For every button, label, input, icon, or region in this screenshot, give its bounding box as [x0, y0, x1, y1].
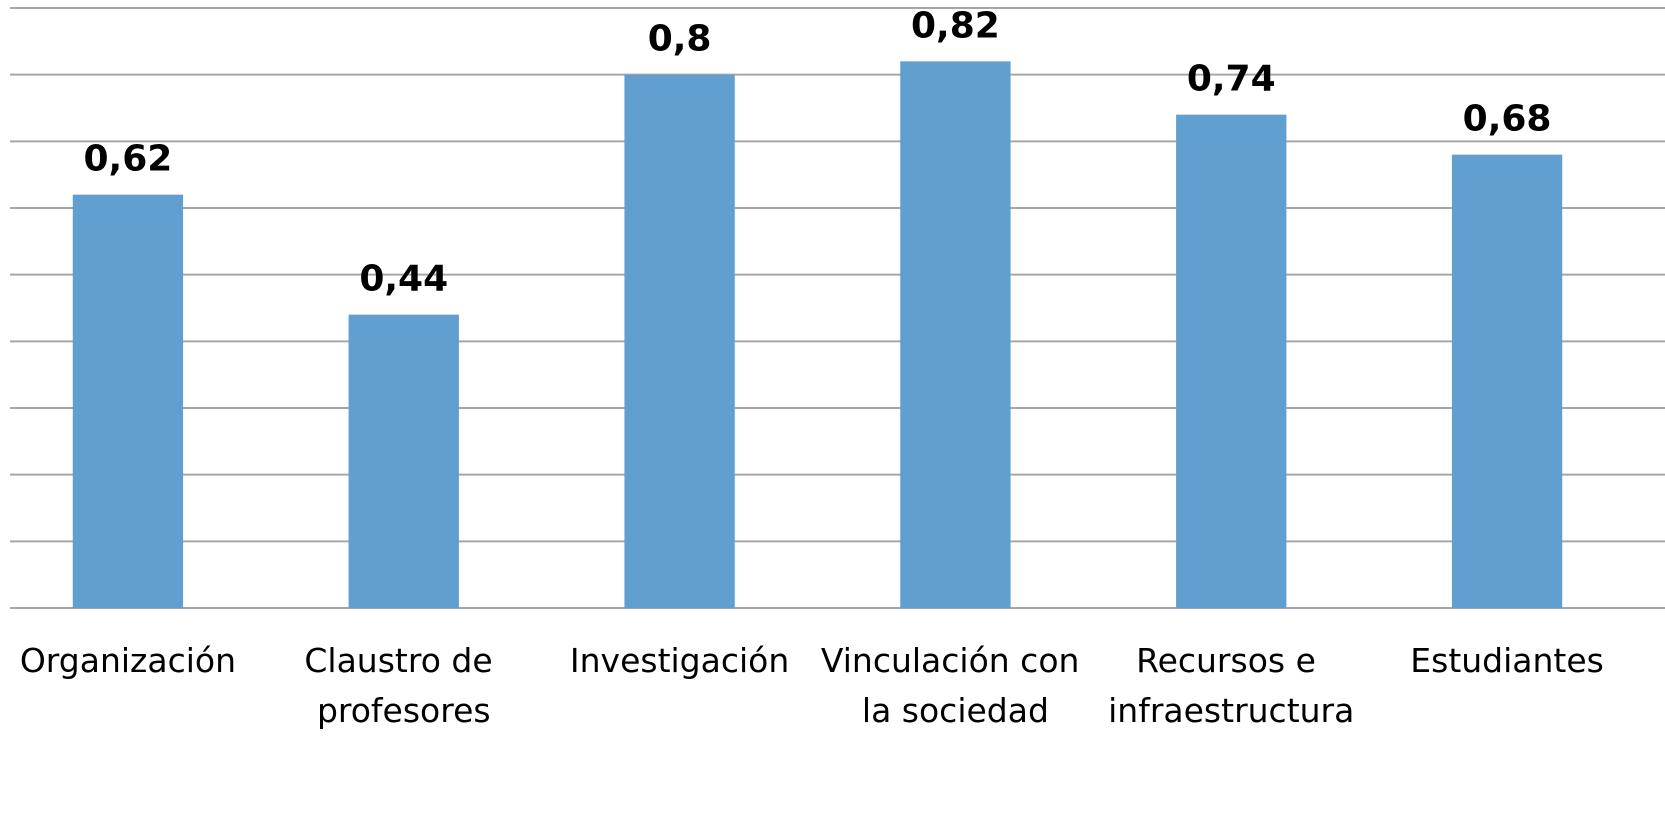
bar — [348, 314, 459, 608]
bar — [624, 74, 735, 608]
data-label: 0,62 — [84, 139, 173, 180]
x-tick-label: Recursos e infraestructura — [1108, 641, 1354, 730]
data-label: 0,82 — [911, 5, 1000, 46]
x-tick-label: Estudiantes — [1410, 641, 1604, 680]
bar — [72, 194, 184, 608]
x-tick-label: Vinculación con la sociedad — [821, 641, 1090, 730]
x-tick-label: Claustro de profesores — [304, 641, 503, 730]
data-label: 0,8 — [648, 19, 712, 60]
x-tick-label: Investigación — [570, 641, 789, 680]
data-label: 0,44 — [359, 259, 448, 300]
x-tick-label: Organización — [20, 641, 236, 680]
bar — [900, 61, 1011, 609]
bar — [1451, 154, 1563, 608]
data-label: 0,74 — [1187, 59, 1276, 100]
data-label: 0,68 — [1463, 99, 1552, 140]
bar — [1176, 114, 1287, 609]
